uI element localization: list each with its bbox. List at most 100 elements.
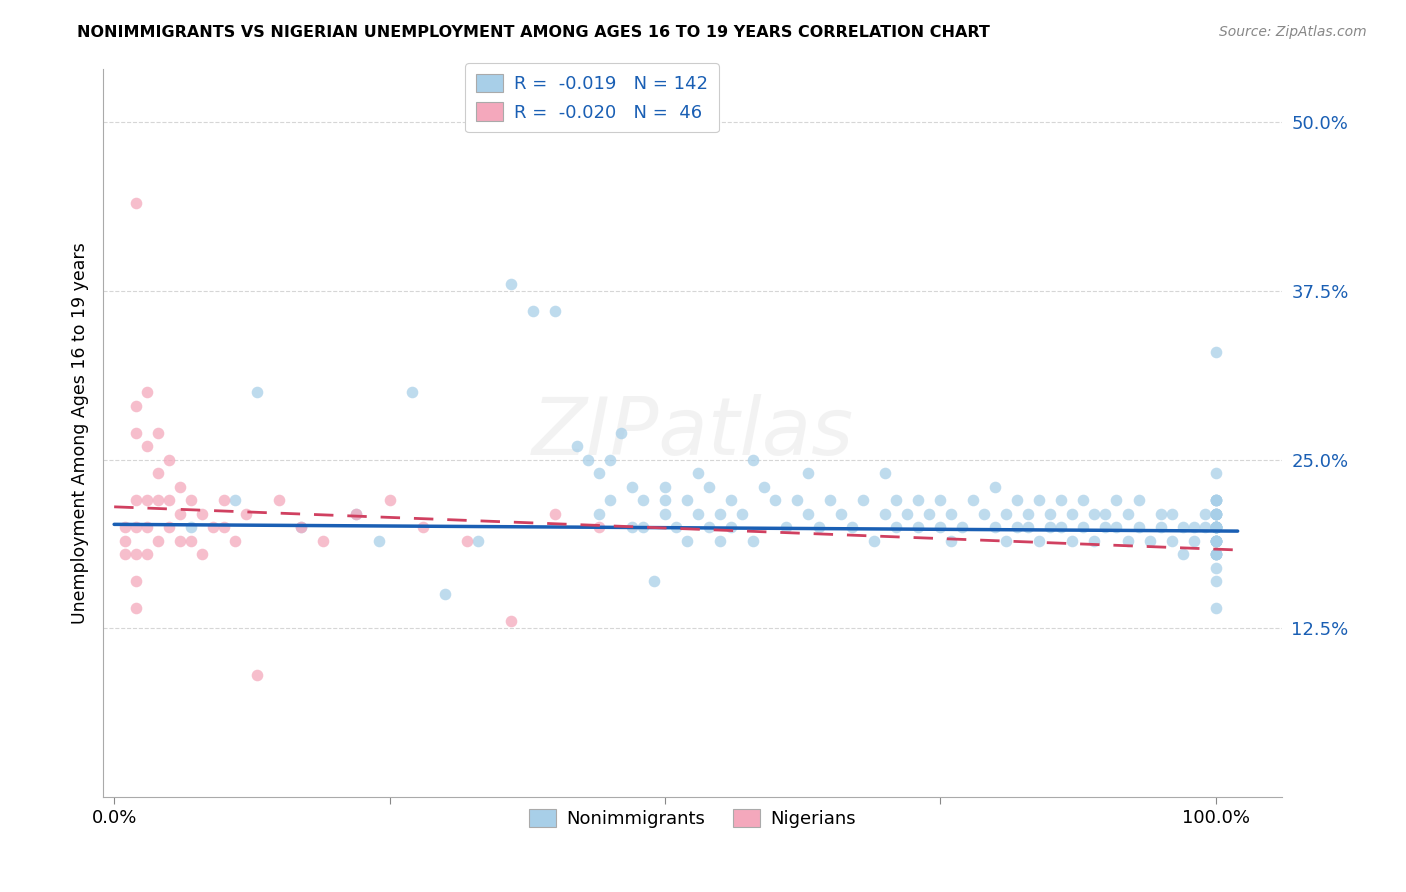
Point <box>686 466 709 480</box>
Point <box>1062 533 1084 548</box>
Point <box>1007 493 1029 508</box>
Point <box>180 493 202 508</box>
Point <box>875 466 897 480</box>
Point <box>125 520 148 534</box>
Point <box>125 547 148 561</box>
Point <box>1205 493 1227 508</box>
Point <box>125 399 148 413</box>
Point <box>157 520 180 534</box>
Point <box>1205 466 1227 480</box>
Point <box>312 533 335 548</box>
Point <box>1205 493 1227 508</box>
Point <box>1083 507 1105 521</box>
Point <box>148 466 170 480</box>
Point <box>1205 520 1227 534</box>
Point <box>1205 547 1227 561</box>
Point <box>544 507 567 521</box>
Legend: Nonimmigrants, Nigerians: Nonimmigrants, Nigerians <box>522 801 863 835</box>
Point <box>114 520 136 534</box>
Point <box>148 493 170 508</box>
Point <box>929 493 952 508</box>
Point <box>995 533 1018 548</box>
Point <box>1028 493 1050 508</box>
Point <box>941 533 963 548</box>
Point <box>1116 507 1139 521</box>
Point <box>1205 493 1227 508</box>
Point <box>125 601 148 615</box>
Point <box>1205 507 1227 521</box>
Point <box>401 385 423 400</box>
Point <box>962 493 984 508</box>
Point <box>1205 560 1227 574</box>
Point <box>1017 507 1039 521</box>
Point <box>1205 520 1227 534</box>
Point <box>1194 520 1216 534</box>
Point <box>1182 533 1205 548</box>
Point <box>763 493 786 508</box>
Point <box>136 439 159 453</box>
Point <box>1205 344 1227 359</box>
Point <box>214 493 236 508</box>
Point <box>676 493 699 508</box>
Point <box>1205 547 1227 561</box>
Point <box>136 520 159 534</box>
Point <box>235 507 257 521</box>
Point <box>599 452 621 467</box>
Point <box>1171 547 1194 561</box>
Point <box>1205 547 1227 561</box>
Point <box>907 520 929 534</box>
Point <box>1205 507 1227 521</box>
Point <box>620 520 643 534</box>
Point <box>1205 533 1227 548</box>
Point <box>1128 520 1150 534</box>
Point <box>1205 507 1227 521</box>
Point <box>1050 493 1073 508</box>
Point <box>576 452 599 467</box>
Point <box>720 520 742 534</box>
Point <box>224 493 246 508</box>
Point <box>1073 493 1095 508</box>
Point <box>654 493 676 508</box>
Point <box>1039 520 1062 534</box>
Point <box>499 277 522 292</box>
Point <box>367 533 389 548</box>
Point <box>841 520 863 534</box>
Point <box>1205 533 1227 548</box>
Point <box>775 520 797 534</box>
Point <box>1205 547 1227 561</box>
Point <box>1083 533 1105 548</box>
Point <box>1205 547 1227 561</box>
Point <box>136 385 159 400</box>
Point <box>984 520 1007 534</box>
Point <box>125 425 148 440</box>
Point <box>125 574 148 588</box>
Point <box>1205 507 1227 521</box>
Point <box>797 466 820 480</box>
Point <box>808 520 831 534</box>
Point <box>290 520 312 534</box>
Point <box>731 507 754 521</box>
Point <box>125 493 148 508</box>
Point <box>697 520 720 534</box>
Point <box>114 533 136 548</box>
Point <box>1160 507 1182 521</box>
Point <box>643 574 665 588</box>
Point <box>631 520 654 534</box>
Y-axis label: Unemployment Among Ages 16 to 19 years: Unemployment Among Ages 16 to 19 years <box>72 242 89 624</box>
Point <box>1149 507 1171 521</box>
Point <box>1205 520 1227 534</box>
Point <box>1205 520 1227 534</box>
Text: Source: ZipAtlas.com: Source: ZipAtlas.com <box>1219 25 1367 39</box>
Point <box>863 533 886 548</box>
Point <box>169 480 191 494</box>
Point <box>1205 520 1227 534</box>
Point <box>1205 520 1227 534</box>
Point <box>676 533 699 548</box>
Point <box>148 425 170 440</box>
Point <box>1205 493 1227 508</box>
Point <box>742 452 765 467</box>
Point <box>620 480 643 494</box>
Point <box>148 533 170 548</box>
Point <box>631 493 654 508</box>
Point <box>412 520 434 534</box>
